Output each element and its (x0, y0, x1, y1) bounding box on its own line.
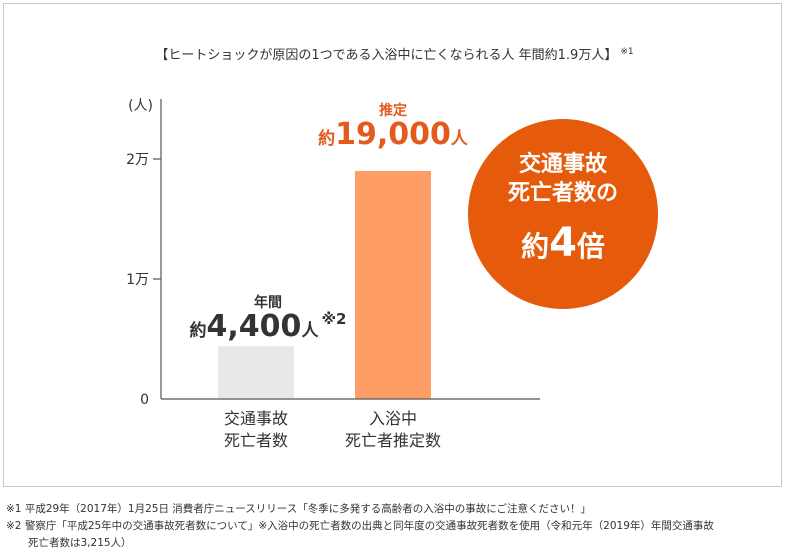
y-tick-label-1: 0 (140, 392, 149, 408)
y-tick-label-2: 1万 (126, 272, 149, 288)
ratio-badge: 交通事故 死亡者数の 約4倍 (468, 119, 658, 309)
chart-title: 【ヒートショックが原因の1つである入浴中に亡くなられる人 年間約1.9万人】 ※1 (0, 44, 789, 63)
annotation-traffic-prefix: 約 (189, 321, 207, 341)
footnote-1: ※1 平成29年（2017年）1月25日 消費者庁ニュースリリース「冬季に多発す… (6, 503, 592, 515)
annotation-traffic-value: 約4,400人※2 (188, 312, 348, 342)
ratio-badge-line2: 死亡者数の (507, 181, 618, 206)
bar-2 (355, 171, 431, 399)
y-tick-label-3: 2万 (126, 152, 149, 168)
ratio-badge-number: 4 (549, 220, 577, 266)
ratio-badge-prefix: 約 (521, 230, 550, 263)
annotation-traffic-unit: 人 (301, 321, 319, 341)
x-category-label-2-line-2: 死亡者推定数 (345, 431, 441, 450)
ratio-badge-suffix: 倍 (576, 230, 605, 263)
annotation-bath-unit: 人 (450, 129, 468, 149)
annotation-bath-value: 約19,000人 (313, 120, 473, 150)
annotation-bath-prefix: 約 (318, 129, 336, 149)
annotation-traffic: 年間 約4,400人※2 (188, 292, 348, 342)
footnote-2-continued: 死亡者数は3,215人） (28, 537, 132, 549)
x-category-label-1-line-1: 交通事故 (224, 409, 288, 428)
chart-title-text: 【ヒートショックが原因の1つである入浴中に亡くなられる人 年間約1.9万人】 (155, 48, 618, 63)
annotation-bath: 推定 約19,000人 (313, 100, 473, 150)
annotation-bath-number: 19,000 (335, 117, 451, 152)
ratio-badge-line1: 交通事故 (518, 152, 607, 177)
annotation-traffic-number: 4,400 (206, 309, 302, 344)
ratio-badge-value: 約4倍 (468, 220, 658, 266)
annotation-traffic-note: ※2 (321, 310, 347, 328)
x-category-label-2-line-1: 入浴中 (369, 409, 417, 428)
annotation-bath-label: 推定 (379, 103, 407, 119)
chart-title-note: ※1 (620, 46, 634, 57)
bar-1 (218, 346, 294, 399)
y-unit-label: (人) (128, 98, 153, 114)
footnote-2: ※2 警察庁「平成25年中の交通事故死者数について」※入浴中の死亡者数の出典と同… (6, 520, 714, 532)
x-category-label-1-line-2: 死亡者数 (224, 431, 288, 450)
annotation-traffic-label: 年間 (254, 295, 282, 311)
footnotes: ※1 平成29年（2017年）1月25日 消費者庁ニュースリリース「冬季に多発す… (6, 501, 786, 552)
